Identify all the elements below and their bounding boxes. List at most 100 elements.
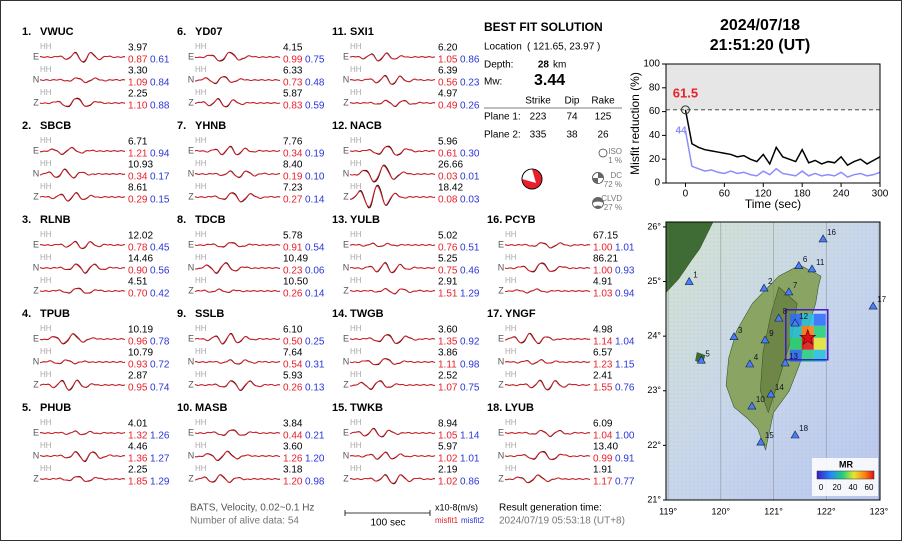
instrument: HH (505, 324, 517, 333)
clvd-name: CLVD (601, 194, 622, 203)
component: E (343, 51, 349, 61)
amplitude: 4.51 (128, 277, 148, 288)
station-name: YNGF (505, 308, 536, 320)
waveform-synthetic (194, 333, 281, 345)
station-marker (747, 401, 757, 410)
station-marker (794, 261, 804, 269)
misfit1: 1.20 (283, 477, 303, 488)
y-axis-title: Misfit reduction (%) (628, 72, 642, 175)
misfit2: 0.86 (460, 477, 480, 488)
misfit1: 0.96 (128, 337, 148, 348)
misfit1: 1.00 (593, 266, 613, 277)
waveform-synthetic (349, 165, 436, 182)
dc-name: DC (610, 171, 622, 180)
misfit1: 0.26 (283, 383, 303, 394)
waveform-synthetic (194, 429, 281, 436)
component: E (33, 427, 39, 437)
plane-label: Plane 1: (484, 112, 521, 123)
waveform-synthetic (194, 288, 281, 293)
iso-percent: 1 % (608, 156, 622, 165)
waveform-synthetic (39, 192, 126, 202)
misfit2: 0.98 (460, 360, 480, 371)
instrument: HH (350, 441, 362, 450)
waveform-synthetic (504, 333, 591, 344)
waveform-synthetic (39, 98, 126, 107)
waveform-synthetic (349, 100, 436, 107)
amplitude: 7.76 (283, 137, 303, 148)
colorbar-label: 40 (849, 483, 858, 492)
waveform-synthetic (39, 147, 126, 155)
misfit2: 0.14 (305, 289, 325, 300)
waveform-synthetic (39, 77, 126, 84)
station-number: 10. (177, 402, 192, 414)
instrument: HH (195, 65, 207, 74)
misfit1: 1.55 (593, 383, 613, 394)
plot-frame (665, 63, 881, 184)
misfit2: 1.00 (615, 431, 635, 442)
instrument: HH (195, 88, 207, 97)
misfit1: 1.02 (438, 454, 458, 465)
station-number: 7. (177, 120, 186, 132)
station-marker (684, 276, 694, 285)
misfit1: 0.49 (438, 101, 458, 112)
waveform-observed (194, 380, 281, 391)
misfit2: 0.13 (305, 383, 325, 394)
station-number: 15. (332, 402, 347, 414)
amplitude: 4.46 (128, 442, 148, 453)
location: ( 121.65, 23.97 ) (527, 42, 600, 53)
misfit1: 1.03 (593, 289, 613, 300)
plane-value: 335 (530, 130, 547, 141)
station-marker (774, 313, 784, 322)
misfit1: 0.23 (283, 266, 303, 277)
instrument: HH (350, 253, 362, 262)
station-label: 4 (754, 353, 759, 362)
component: E (33, 239, 39, 249)
mr-cell (813, 313, 826, 326)
amplitude: 10.79 (128, 348, 153, 359)
misfit2: 0.91 (615, 454, 635, 465)
misfit1: 0.91 (283, 243, 303, 254)
amplitude: 7.23 (283, 183, 303, 194)
component: N (343, 74, 350, 84)
component: N (33, 168, 40, 178)
component: N (33, 74, 40, 84)
station-name: TWGB (350, 308, 384, 320)
component: N (188, 450, 195, 460)
amplitude: 4.01 (128, 419, 148, 430)
instrument: HH (40, 276, 52, 285)
waveform-observed (349, 164, 436, 183)
misfit1: 0.08 (438, 195, 458, 206)
waveform-synthetic (39, 359, 126, 365)
waveform-synthetic (504, 263, 591, 272)
waveform-synthetic (349, 380, 436, 390)
instrument: HH (195, 276, 207, 285)
amplitude: 18.42 (438, 183, 463, 194)
instrument: HH (195, 370, 207, 379)
misfit2: 0.56 (150, 266, 170, 277)
station-name: TDCB (195, 214, 226, 226)
misfit2: 1.04 (615, 337, 635, 348)
amplitude: 8.94 (438, 419, 458, 430)
component: N (33, 450, 40, 460)
misfit2: 0.92 (460, 337, 480, 348)
waveform-synthetic (39, 333, 126, 344)
misfit2: 0.06 (305, 266, 325, 277)
misfit1: 0.26 (283, 289, 303, 300)
misfit1: 0.29 (128, 195, 148, 206)
misfit1: 1.21 (128, 149, 148, 160)
station-name: TPUB (40, 308, 70, 320)
misfit1: 0.95 (128, 383, 148, 394)
waveform-synthetic (349, 242, 436, 247)
station-number: 14. (332, 308, 347, 320)
misfit1: 0.87 (128, 55, 148, 66)
component: E (188, 333, 194, 343)
waveform-synthetic (39, 288, 126, 294)
station-marker (756, 437, 766, 446)
component: Z (498, 473, 504, 483)
misfit2: 1.01 (460, 454, 480, 465)
instrument: HH (350, 159, 362, 168)
misfit1: 0.99 (283, 55, 303, 66)
component: E (343, 145, 349, 155)
component: Z (33, 97, 39, 107)
station-marker (780, 358, 790, 367)
